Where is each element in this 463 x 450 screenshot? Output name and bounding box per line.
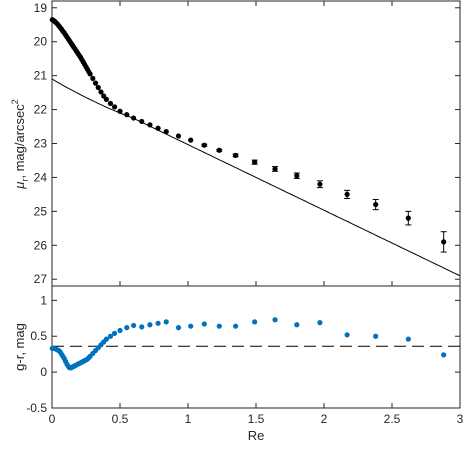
top-data-point xyxy=(155,125,161,131)
x-tick-label: 1 xyxy=(185,412,192,426)
top-y-axis-label: μr, mag/arcsec2 xyxy=(10,99,30,190)
top-y-tick-label: 25 xyxy=(34,204,48,218)
top-data-point xyxy=(294,173,300,179)
bottom-y-tick-label: 1 xyxy=(40,293,47,307)
top-data-point xyxy=(117,108,123,114)
top-data-point xyxy=(201,142,207,148)
bottom-data-point xyxy=(107,333,114,339)
bottom-data-point xyxy=(272,317,278,323)
bottom-series-points xyxy=(49,317,447,371)
top-data-point xyxy=(344,191,350,197)
top-data-point xyxy=(98,89,104,95)
top-y-ticks: 19 20 21 22 23 24 25 26 27 xyxy=(34,1,461,286)
top-data-point xyxy=(163,129,169,135)
top-data-point xyxy=(87,71,93,77)
top-data-point xyxy=(317,181,323,187)
bottom-data-point xyxy=(147,322,153,328)
top-data-point xyxy=(92,80,99,86)
bottom-y-tick-label: 0.5 xyxy=(30,329,47,343)
bottom-data-point xyxy=(233,323,239,329)
top-data-point xyxy=(95,84,101,91)
top-y-label-symbol: μ xyxy=(12,182,27,190)
x-tick-label: 1.5 xyxy=(248,412,265,426)
top-data-point xyxy=(124,112,130,118)
x-tick-label: 2.5 xyxy=(384,412,401,426)
top-data-point xyxy=(107,100,114,107)
bottom-data-point xyxy=(201,321,207,327)
bottom-data-point xyxy=(405,336,411,342)
top-y-tick-label: 24 xyxy=(34,170,48,184)
top-y-tick-label: 20 xyxy=(34,35,48,49)
bottom-data-point xyxy=(373,333,379,339)
top-y-label-subscript: r xyxy=(20,179,30,182)
top-data-point xyxy=(103,96,109,102)
bottom-data-point xyxy=(163,319,169,325)
top-data-point xyxy=(147,122,153,128)
top-data-point xyxy=(373,201,379,208)
top-data-point xyxy=(252,159,258,165)
top-y-tick-label: 27 xyxy=(34,272,48,286)
top-y-tick-label: 19 xyxy=(34,1,48,15)
top-y-label-power: 2 xyxy=(10,99,20,104)
bottom-y-tick-label: -0.5 xyxy=(26,401,47,415)
top-y-tick-label: 22 xyxy=(34,103,48,117)
top-data-point xyxy=(405,215,411,221)
bottom-data-point xyxy=(111,330,118,336)
bottom-y-axis-label: g-r, mag xyxy=(12,323,27,371)
bottom-data-point xyxy=(155,320,161,326)
bottom-data-point xyxy=(294,322,300,328)
bottom-data-point xyxy=(252,319,258,325)
top-data-point xyxy=(272,166,278,172)
bottom-data-point xyxy=(317,320,323,326)
bottom-data-point xyxy=(139,324,145,330)
top-data-point xyxy=(233,152,239,158)
x-tick-label: 0.5 xyxy=(112,412,129,426)
top-data-point xyxy=(90,75,96,81)
bottom-panel-frame xyxy=(51,285,461,409)
bottom-y-tick-label: 0 xyxy=(40,365,47,379)
x-axis-label: Re xyxy=(248,428,265,443)
bottom-axis-ticks: -0.500.510 0.5 1 1.5 2 2.5 3 xyxy=(26,293,463,426)
top-panel-frame xyxy=(51,0,461,287)
x-tick-label: 2 xyxy=(321,412,328,426)
bottom-data-point xyxy=(188,323,194,329)
top-y-tick-label: 23 xyxy=(34,137,48,151)
top-y-label-rest: , mag/arcsec xyxy=(12,104,27,179)
bottom-data-point xyxy=(117,327,123,334)
top-data-point xyxy=(131,115,137,121)
bottom-data-point xyxy=(216,323,222,329)
top-data-point xyxy=(139,118,145,125)
bottom-data-point xyxy=(124,325,130,331)
top-y-tick-label: 21 xyxy=(34,69,48,83)
bottom-data-point xyxy=(131,322,137,329)
bottom-data-point xyxy=(441,352,447,358)
x-tick-label: 3 xyxy=(457,412,463,426)
top-y-tick-label: 26 xyxy=(34,238,48,252)
top-data-point xyxy=(441,239,447,245)
top-data-point xyxy=(216,147,222,153)
top-series-points xyxy=(49,17,447,253)
top-data-point xyxy=(188,137,194,143)
bottom-data-point xyxy=(175,325,182,331)
top-data-point xyxy=(175,133,182,139)
bottom-data-point xyxy=(103,336,109,342)
top-data-point xyxy=(111,104,118,110)
bottom-data-point xyxy=(344,332,350,338)
x-tick-label: 0 xyxy=(49,412,56,426)
